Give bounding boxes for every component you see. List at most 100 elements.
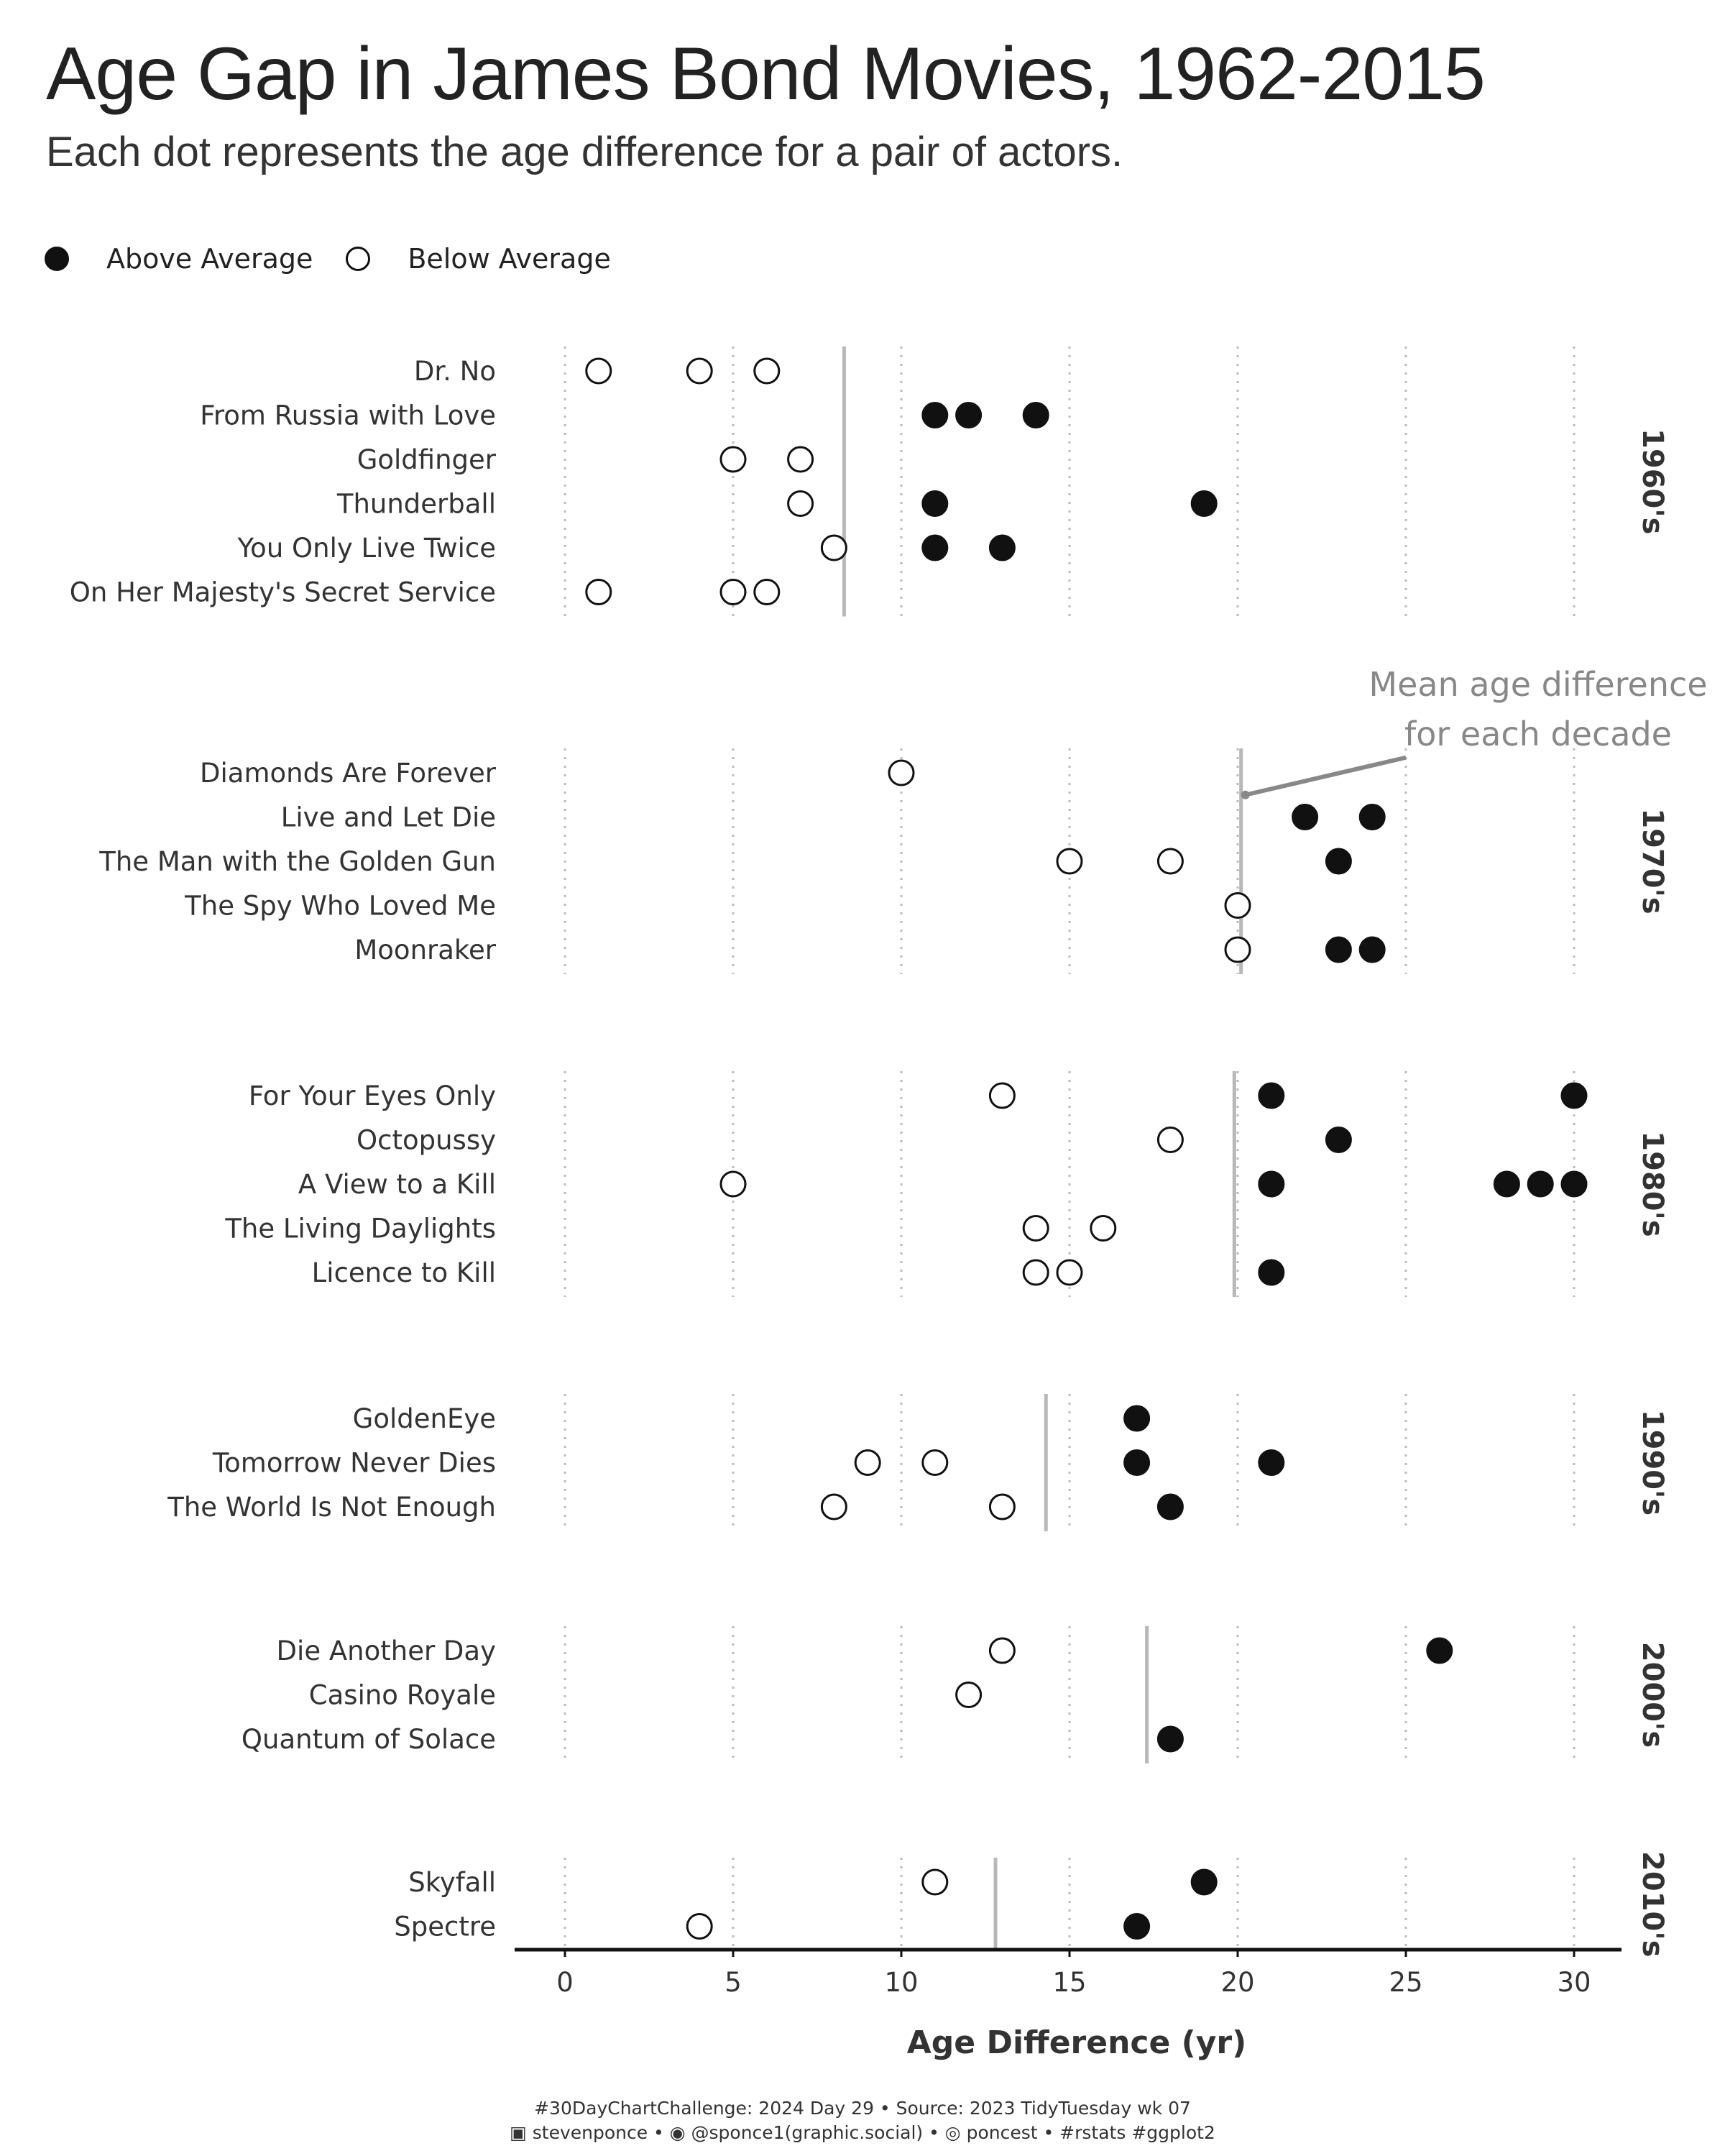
dot-above-average (1527, 1170, 1554, 1198)
x-tick-label: 10 (884, 1967, 918, 1998)
dot-below-average (719, 1170, 747, 1198)
dot-below-average (854, 1449, 881, 1476)
dot-below-average (753, 357, 781, 385)
dot-below-average (1022, 1259, 1049, 1286)
dot-below-average (787, 446, 814, 473)
decade-strip-label: 1960's (1636, 428, 1669, 534)
dot-above-average (1258, 1259, 1285, 1286)
dot-below-average (888, 759, 915, 786)
x-tick-label: 5 (724, 1967, 742, 1998)
dot-above-average (1258, 1170, 1285, 1198)
x-tick-label: 0 (556, 1967, 574, 1998)
caption-credits: ▣ stevenponce • ◉ @sponce1(graphic.socia… (510, 2122, 1215, 2143)
dot-below-average (719, 446, 747, 473)
dot-below-average (921, 1868, 949, 1896)
dot-above-average (1325, 936, 1352, 963)
dot-above-average (1156, 1725, 1184, 1753)
legend: Above Average Below Average (45, 243, 644, 275)
dot-above-average (1358, 936, 1386, 963)
dot-above-average (1123, 1449, 1151, 1476)
dot-above-average (1123, 1913, 1151, 1940)
dot-above-average (1560, 1170, 1588, 1198)
movie-label: Live and Let Die (281, 802, 496, 833)
movie-label: The Living Daylights (224, 1214, 496, 1244)
dot-below-average (1224, 892, 1251, 919)
legend-below-label: Below Average (408, 243, 611, 275)
legend-open-dot-icon (346, 247, 371, 271)
dot-above-average (1258, 1449, 1285, 1476)
dot-below-average (955, 1682, 983, 1708)
dot-below-average (1090, 1215, 1117, 1242)
movie-label: Skyfall (408, 1867, 496, 1898)
dot-above-average (921, 534, 949, 561)
dot-above-average (1325, 848, 1352, 875)
dot-above-average (1022, 402, 1049, 428)
dot-above-average (1156, 1493, 1184, 1520)
dot-below-average (1224, 936, 1251, 963)
dot-below-average (988, 1082, 1016, 1109)
movie-label: Die Another Day (277, 1636, 496, 1666)
decade-strip-label: 1970's (1636, 808, 1669, 914)
annotation-line-1: Mean age difference (1368, 665, 1707, 704)
annotation-line-2: for each decade (1404, 715, 1672, 753)
movie-label: Diamonds Are Forever (200, 758, 497, 789)
dot-above-average (1358, 804, 1386, 830)
caption-source: #30DayChartChallenge: 2024 Day 29 • Sour… (534, 2098, 1191, 2119)
decade-strip-label: 1980's (1636, 1131, 1669, 1237)
dot-above-average (988, 534, 1016, 561)
movie-label: Quantum of Solace (242, 1724, 496, 1755)
dot-below-average (719, 579, 747, 605)
movie-label: Thunderball (336, 489, 496, 520)
decade-strip-label: 2010's (1636, 1851, 1669, 1957)
movie-label: The World Is Not Enough (167, 1492, 496, 1523)
chart-title: Age Gap in James Bond Movies, 1962-2015 (46, 32, 1486, 116)
dot-below-average (1156, 1127, 1184, 1153)
movie-label: From Russia with Love (200, 400, 496, 431)
dot-above-average (1426, 1637, 1453, 1664)
dot-below-average (1022, 1215, 1049, 1242)
movie-label: Spectre (394, 1912, 496, 1942)
x-tick-label: 20 (1220, 1967, 1254, 1998)
chart-subtitle: Each dot represents the age difference f… (46, 129, 1123, 175)
dot-above-average (921, 490, 949, 517)
dot-below-average (820, 534, 847, 561)
movie-label: A View to a Kill (298, 1169, 496, 1200)
movie-label: You Only Live Twice (237, 533, 497, 564)
movie-label: Moonraker (354, 935, 496, 965)
dot-below-average (1056, 1259, 1083, 1286)
movie-label: The Spy Who Loved Me (184, 891, 496, 922)
movie-label: Tomorrow Never Dies (212, 1448, 496, 1479)
legend-above-label: Above Average (106, 243, 313, 275)
movie-label: Goldfinger (357, 444, 497, 475)
annotation-arrow (1244, 755, 1407, 797)
movie-label: GoldenEye (353, 1403, 496, 1434)
decade-strip-label: 1990's (1636, 1410, 1669, 1515)
dot-above-average (1190, 1868, 1218, 1896)
dot-above-average (1258, 1082, 1285, 1109)
legend-filled-dot-icon (45, 247, 69, 271)
x-tick-label: 15 (1052, 1967, 1086, 1998)
dot-above-average (921, 402, 949, 428)
dot-above-average (1292, 804, 1319, 830)
dot-below-average (585, 579, 612, 605)
dot-below-average (1056, 848, 1083, 875)
annotation-arrow-head (1241, 790, 1250, 799)
dot-above-average (1325, 1127, 1352, 1153)
movie-label: On Her Majesty's Secret Service (70, 577, 496, 608)
dot-below-average (686, 1913, 713, 1940)
dot-below-average (787, 490, 814, 517)
dot-above-average (1123, 1405, 1151, 1432)
dot-plot: 1960's Dr. No From Russia with Love Goldfin… (70, 347, 1708, 2061)
movie-label: For Your Eyes Only (249, 1081, 496, 1111)
movie-label: Dr. No (414, 356, 496, 387)
decade-strip-label: 2000's (1636, 1642, 1669, 1748)
dot-below-average (686, 357, 713, 385)
dot-below-average (988, 1637, 1016, 1664)
movie-label: The Man with the Golden Gun (98, 846, 496, 877)
x-tick-label: 25 (1389, 1967, 1422, 1998)
dot-below-average (753, 579, 781, 605)
movie-label: Licence to Kill (312, 1257, 496, 1288)
x-axis-title: Age Difference (yr) (907, 2024, 1247, 2061)
dot-above-average (1493, 1170, 1520, 1198)
dot-below-average (921, 1449, 949, 1476)
